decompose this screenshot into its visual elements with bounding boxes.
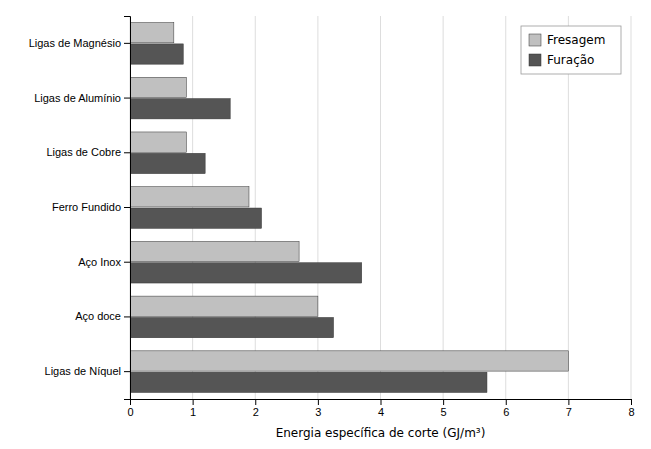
bar: [130, 132, 186, 152]
bar: [130, 263, 362, 283]
bar: [130, 23, 174, 43]
tick: Ligas de Cobre: [46, 146, 130, 158]
tick: 7: [566, 399, 572, 418]
tick-label: Ligas de Magnésio: [29, 37, 121, 49]
series: [130, 23, 568, 372]
bar: [130, 153, 205, 173]
bar: [130, 77, 186, 97]
legend: Fresagem Furação: [521, 26, 621, 74]
tick: Aço doce: [75, 310, 130, 322]
legend-item: Furação: [529, 53, 594, 67]
bar: [130, 317, 334, 337]
legend-swatch: [529, 34, 541, 46]
x-axis: 0 1 2 3 4 5 6 7 8: [127, 399, 634, 418]
bar: [130, 187, 249, 207]
tick-label: Ligas de Alumínio: [34, 92, 121, 104]
grid-line: [443, 16, 444, 399]
grid: [130, 16, 631, 399]
grid-line: [317, 16, 318, 399]
tick-label: 7: [566, 406, 572, 418]
tick: Ligas de Magnésio: [29, 37, 130, 49]
grid-line: [380, 16, 381, 399]
legend-swatch: [529, 54, 541, 66]
tick: 3: [315, 399, 321, 418]
tick: 8: [628, 399, 634, 418]
tick-label: Ligas de Cobre: [46, 146, 121, 158]
tick-mark: [506, 399, 507, 405]
bar: [130, 296, 318, 316]
grid-line: [255, 16, 256, 399]
y-axis: Ligas de Níquel Aço doce Aço Inox Ferro Fun…: [29, 17, 131, 400]
tick-label: Aço doce: [75, 310, 121, 322]
plot: 0 1 2 3 4 5 6 7 8 Ligas de Níquel Aço doce Aço Inox…: [29, 16, 635, 418]
tick: Ligas de Alumínio: [34, 92, 130, 104]
tick-mark: [381, 399, 382, 405]
tick-mark: [255, 399, 256, 405]
grid-line: [505, 16, 506, 399]
tick-label: 4: [378, 406, 384, 418]
tick-mark: [193, 399, 194, 405]
bar: [130, 241, 299, 261]
tick-label: 1: [190, 406, 196, 418]
legend-item: Fresagem: [529, 33, 605, 47]
bar: [130, 351, 568, 371]
tick-label: 5: [441, 406, 447, 418]
tick: Ligas de Níquel: [45, 365, 130, 377]
tick-mark: [124, 207, 130, 208]
tick-label: Ligas de Níquel: [45, 365, 121, 377]
tick-label: 2: [253, 406, 259, 418]
tick-label: 3: [315, 406, 321, 418]
bars: [130, 23, 568, 393]
tick: 5: [441, 399, 447, 418]
tick-label: 8: [628, 406, 634, 418]
bar: [130, 372, 487, 392]
axis-line: [131, 400, 632, 406]
tick: 2: [253, 399, 259, 418]
bar: [130, 208, 262, 228]
tick: Aço Inox: [78, 256, 130, 268]
series: [130, 44, 487, 393]
legend-label: Fresagem: [547, 33, 605, 47]
tick-label: Ferro Fundido: [52, 201, 121, 213]
bar: [130, 44, 183, 64]
tick-mark: [631, 399, 632, 405]
legend-label: Furação: [547, 53, 594, 67]
tick-mark: [124, 316, 130, 317]
legend-frame: [521, 26, 621, 74]
tick-label: 6: [503, 406, 509, 418]
axis-line: [124, 17, 131, 400]
bar: [130, 99, 230, 119]
tick: 0: [127, 399, 133, 418]
tick-mark: [124, 43, 130, 44]
x-axis-title: Energia específica de corte (GJ/m³): [276, 426, 486, 440]
tick-label: 0: [127, 406, 133, 418]
tick-mark: [124, 262, 130, 263]
tick-mark: [568, 399, 569, 405]
grid-line: [631, 16, 632, 399]
tick-mark: [124, 98, 130, 99]
tick: Ferro Fundido: [52, 201, 130, 213]
tick: 4: [378, 399, 384, 418]
tick-mark: [124, 371, 130, 372]
tick-label: Aço Inox: [78, 256, 121, 268]
tick-mark: [318, 399, 319, 405]
tick: 6: [503, 399, 509, 418]
tick-mark: [124, 152, 130, 153]
chart: 0 1 2 3 4 5 6 7 8 Ligas de Níquel Aço doce Aço Inox…: [0, 0, 651, 449]
tick: 1: [190, 399, 196, 418]
grid-line: [192, 16, 193, 399]
tick-mark: [443, 399, 444, 405]
